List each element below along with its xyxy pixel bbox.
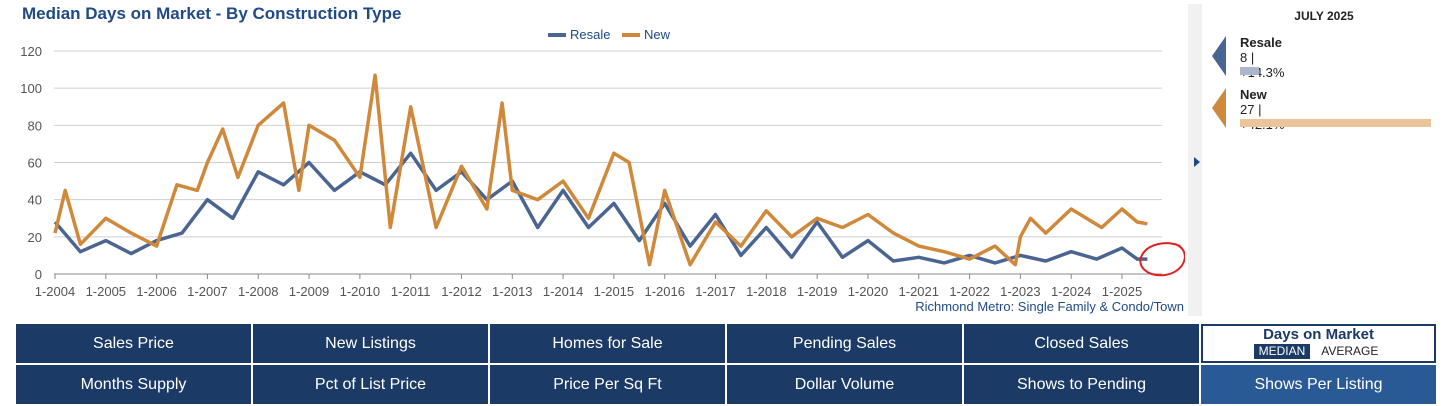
y-tick-label: 20 [28,230,42,245]
nav-days-on-market-label: Days on Market [1263,326,1374,343]
nav-price-per-sq-ft[interactable]: Price Per Sq Ft [490,365,725,404]
x-tick-label: 1-2010 [340,284,380,299]
toggle-median[interactable]: MEDIAN [1253,344,1311,359]
nav-closed-sales[interactable]: Closed Sales [964,324,1199,363]
x-tick-label: 1-2018 [746,284,786,299]
side-month: JULY 2025 [1294,9,1354,23]
y-tick-label: 80 [28,118,42,133]
x-tick-label: 1-2020 [848,284,888,299]
x-tick-label: 1-2006 [136,284,176,299]
nav-shows-per-listing[interactable]: Shows Per Listing [1201,365,1436,404]
y-tick-label: 40 [28,193,42,208]
x-tick-label: 1-2011 [391,284,431,299]
new-marker-icon [1212,88,1226,128]
side-item-value: 27 | +42.1% [1240,102,1284,132]
side-item-bar [1240,67,1259,75]
x-tick-label: 1-2016 [644,284,684,299]
side-item-name: Resale [1240,35,1282,50]
x-tick-label: 1-2013 [492,284,532,299]
chart-area: 0 20 40 60 80 100 120 1-2004 1-2005 1-2006 1-2007 1… [20,27,1185,314]
x-tick-label: 1-2025 [1102,284,1142,299]
y-tick-label: 60 [28,156,42,171]
nav-pending-sales[interactable]: Pending Sales [727,324,962,363]
nav-shows-to-pending[interactable]: Shows to Pending [964,365,1199,404]
source-note: Richmond Metro: Single Family & Condo/To… [915,299,1184,314]
x-tick-label: 1-2009 [289,284,329,299]
x-tick-label: 1-2024 [1051,284,1091,299]
x-tick-label: 1-2008 [238,284,278,299]
legend-label: Resale [570,27,610,42]
expand-arrow-icon[interactable] [1194,157,1200,167]
legend-label: New [644,27,671,42]
x-tick-label: 1-2015 [594,284,634,299]
median-average-toggle: MEDIAN AVERAGE [1253,344,1384,359]
nav-dollar-volume[interactable]: Dollar Volume [727,365,962,404]
annotation-circle [1139,242,1185,277]
y-tick-label: 0 [35,267,42,282]
y-tick-label: 100 [20,81,42,96]
nav-sales-price[interactable]: Sales Price [16,324,251,363]
x-tick-label: 1-2017 [695,284,735,299]
nav-new-listings[interactable]: New Listings [253,324,488,363]
y-tick-label: 120 [20,44,42,59]
x-tick-label: 1-2012 [441,284,481,299]
x-tick-label: 1-2014 [543,284,583,299]
x-tick-label: 1-2023 [1000,284,1040,299]
x-tick-label: 1-2021 [899,284,939,299]
x-tick-label: 1-2004 [35,284,75,299]
nav-months-supply[interactable]: Months Supply [16,365,251,404]
nav-days-on-market[interactable]: Days on Market MEDIAN AVERAGE [1201,324,1436,363]
x-tick-label: 1-2007 [187,284,227,299]
chart-title: Median Days on Market - By Construction … [22,4,402,23]
nav-homes-for-sale[interactable]: Homes for Sale [490,324,725,363]
resale-marker-icon [1212,36,1226,76]
toggle-average[interactable]: AVERAGE [1321,344,1379,358]
side-item-name: New [1240,87,1267,102]
x-tick-label: 1-2019 [797,284,837,299]
series-line-new [53,73,1148,267]
side-panel: JULY 2025 Resale 8 | +14.3% New 27 | +42… [1204,0,1452,316]
side-item-value: 8 | +14.3% [1240,50,1285,80]
x-tick-label: 1-2005 [86,284,126,299]
side-item-bar [1240,119,1431,127]
series-line-resale [53,151,1148,265]
x-tick-label: 1-2022 [949,284,989,299]
nav-pct-of-list-price[interactable]: Pct of List Price [253,365,488,404]
